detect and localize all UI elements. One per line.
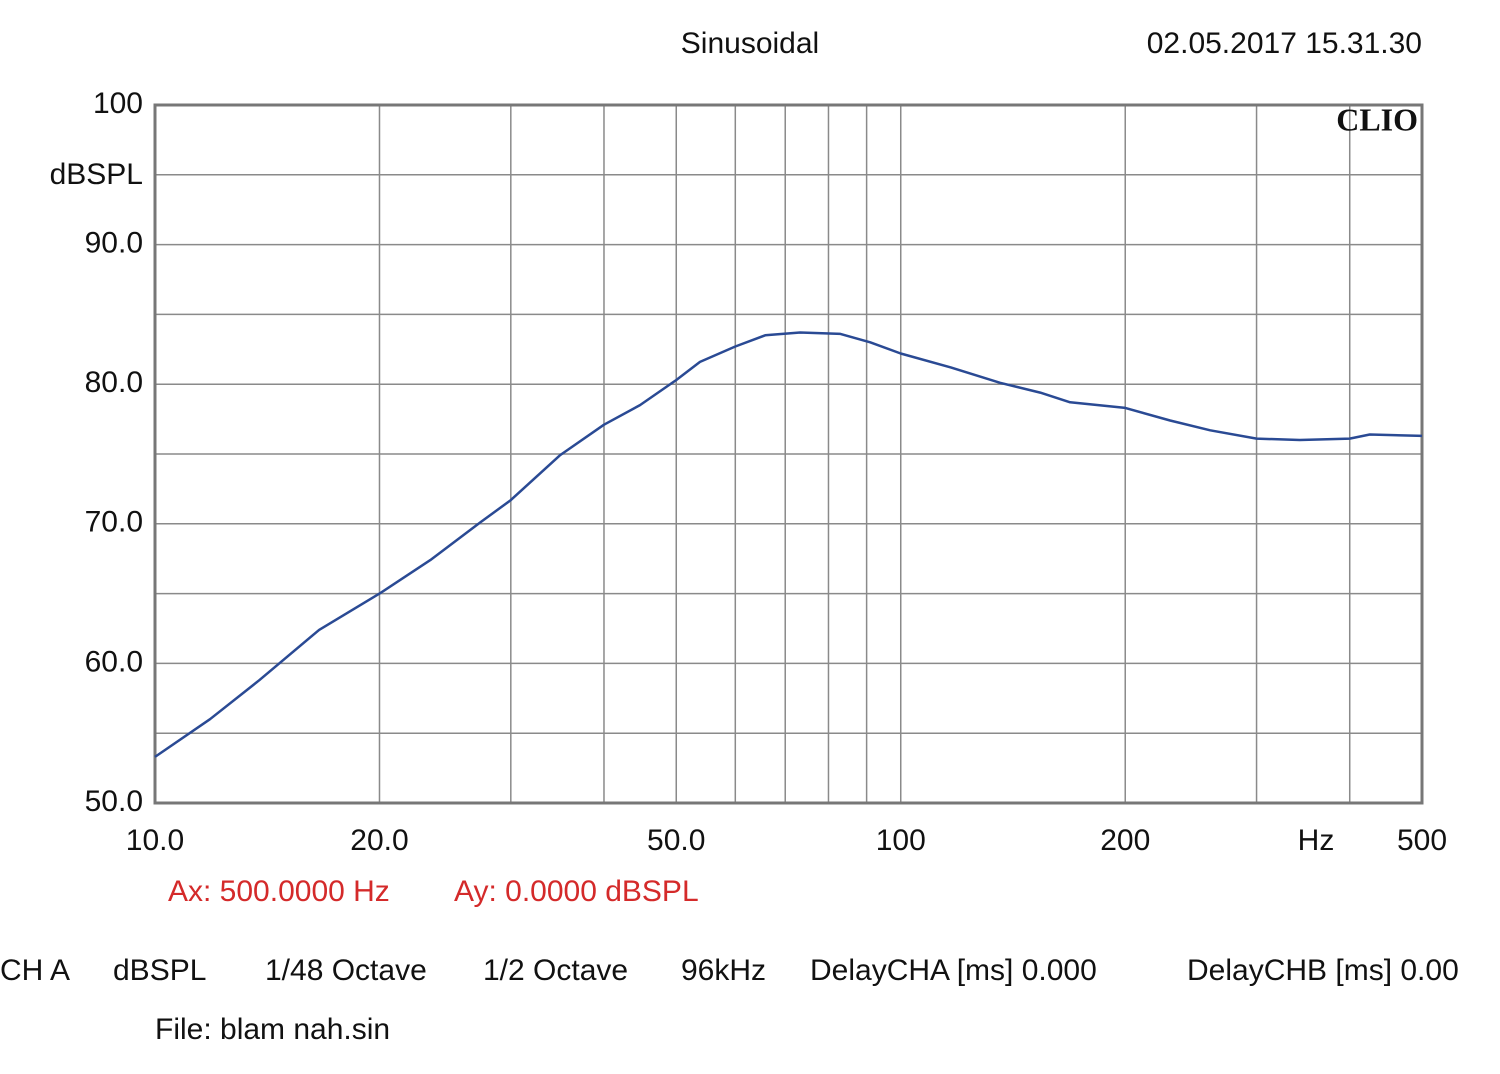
cursor-y: Ay: 0.0000 dBSPL bbox=[454, 875, 699, 908]
y-tick-label: 80.0 bbox=[85, 366, 143, 399]
chart-title: Sinusoidal bbox=[681, 27, 819, 60]
footer-item: 1/48 Octave bbox=[265, 954, 427, 987]
x-tick-label: 10.0 bbox=[126, 824, 184, 857]
footer-item: dBSPL bbox=[113, 954, 206, 987]
timestamp: 02.05.2017 15.31.30 bbox=[1147, 27, 1422, 60]
footer-item: DelayCHB [ms] 0.00 bbox=[1187, 954, 1459, 987]
plot-frame bbox=[153, 103, 1424, 805]
cursor-x: Ax: 500.0000 Hz bbox=[168, 875, 390, 908]
brand-label: CLIO bbox=[1336, 101, 1418, 137]
footer-item: CH A bbox=[0, 954, 70, 987]
x-tick-label: 20.0 bbox=[350, 824, 408, 857]
x-tick-label: 50.0 bbox=[647, 824, 705, 857]
x-tick-label: 100 bbox=[876, 824, 926, 857]
footer-item: 96kHz bbox=[681, 954, 766, 987]
data-line bbox=[154, 331, 1423, 758]
y-tick-label: 60.0 bbox=[85, 645, 143, 678]
footer-item: DelayCHA [ms] 0.000 bbox=[810, 954, 1097, 987]
y-tick-label: 100 bbox=[93, 87, 143, 120]
x-unit-label: Hz bbox=[1298, 824, 1335, 857]
y-tick-label: 90.0 bbox=[85, 227, 143, 260]
footer-item: 1/2 Octave bbox=[483, 954, 628, 987]
x-tick-label: 200 bbox=[1100, 824, 1150, 857]
x-tick-label: 500 bbox=[1397, 824, 1447, 857]
y-axis-label: dBSPL bbox=[50, 158, 143, 191]
y-tick-label: 70.0 bbox=[85, 506, 143, 539]
y-tick-label: 50.0 bbox=[85, 785, 143, 818]
file-name: File: blam nah.sin bbox=[155, 1013, 390, 1046]
